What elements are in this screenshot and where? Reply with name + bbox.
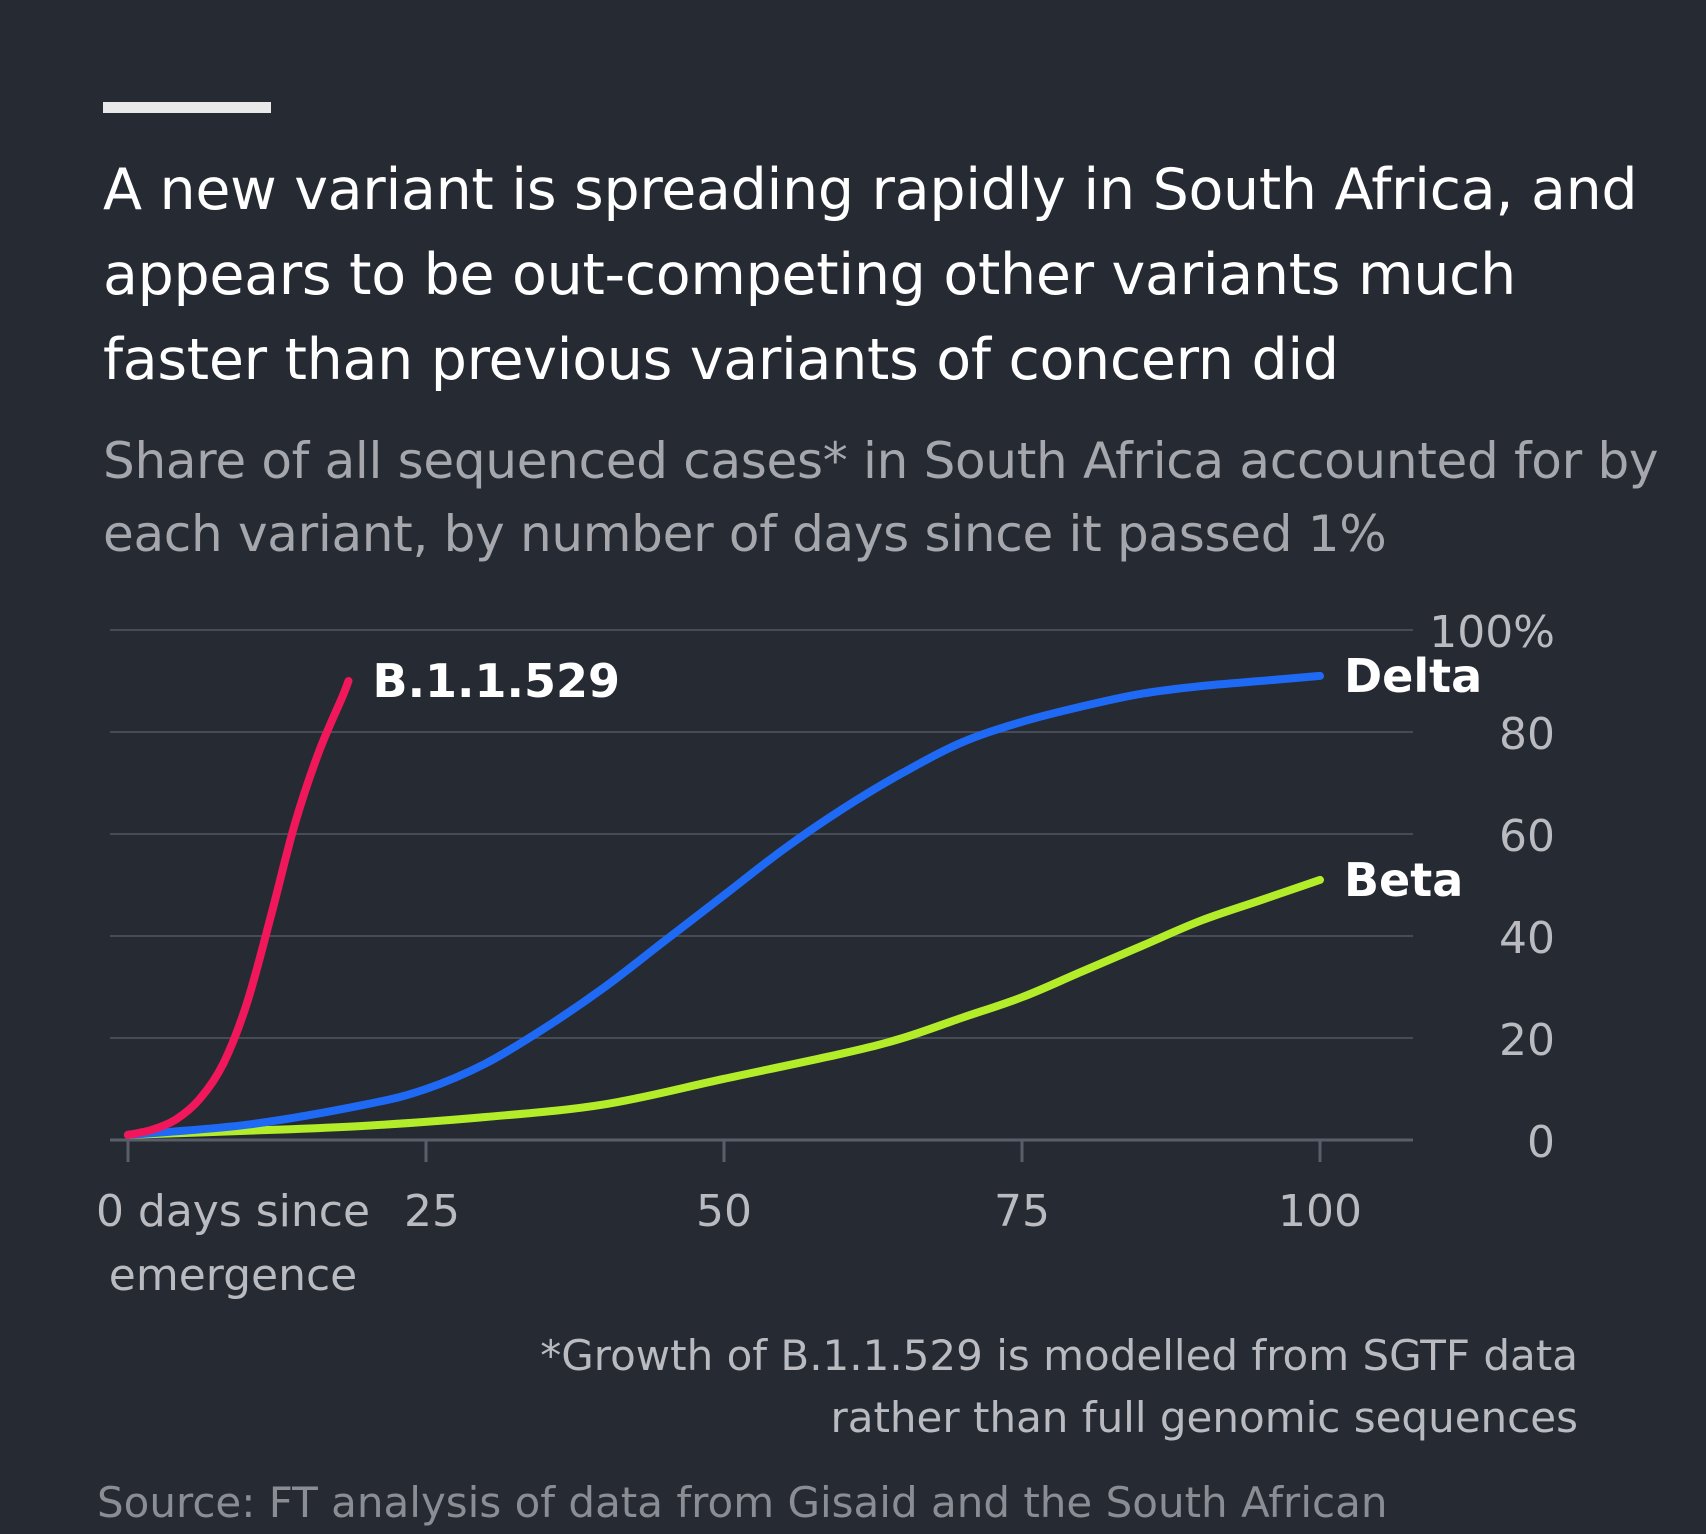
series-line-delta (124, 671, 1324, 1139)
y-tick-label-80: 80 (1499, 709, 1555, 760)
series-line-b-1-1-529 (124, 677, 353, 1139)
footnote: *Growth of B.1.1.529 is modelled from SG… (378, 1325, 1578, 1449)
series-label-b-1-1-529: B.1.1.529 (373, 654, 621, 708)
footnote-line-2: rather than full genomic sequences (830, 1393, 1578, 1442)
x-tick-label-25: 25 (404, 1186, 460, 1237)
y-tick-label-20: 20 (1499, 1015, 1555, 1066)
x-tick-label-0: 0 days since (96, 1186, 370, 1237)
chart-subtitle: Share of all sequenced cases* in South A… (103, 432, 1659, 563)
x-axis: 0 days since emergence 25 50 75 100 (96, 1140, 1362, 1301)
x-tick-label-50: 50 (696, 1186, 752, 1237)
y-tick-label-40: 40 (1499, 913, 1555, 964)
series-label-beta: Beta (1344, 853, 1463, 907)
series-line-beta (124, 875, 1324, 1139)
x-tick-label-75: 75 (994, 1186, 1050, 1237)
x-tick-label-0-line2: emergence (109, 1250, 357, 1301)
y-tick-label-100: 100% (1429, 607, 1555, 658)
y-axis: 0 20 40 60 80 100% (1429, 607, 1555, 1168)
y-tick-label-0: 0 (1527, 1117, 1555, 1168)
source-note: Source: FT analysis of data from Gisaid … (97, 1478, 1388, 1527)
series-lines (124, 671, 1324, 1139)
footnote-line-1: *Growth of B.1.1.529 is modelled from SG… (540, 1331, 1578, 1380)
series-label-delta: Delta (1344, 649, 1482, 703)
series-labels: Beta Delta B.1.1.529 (373, 649, 1483, 907)
gridlines (110, 629, 1413, 1142)
accent-rule (103, 102, 271, 113)
chart-title: A new variant is spreading rapidly in So… (103, 157, 1638, 393)
x-tick-label-100: 100 (1278, 1186, 1362, 1237)
y-tick-label-60: 60 (1499, 811, 1555, 862)
